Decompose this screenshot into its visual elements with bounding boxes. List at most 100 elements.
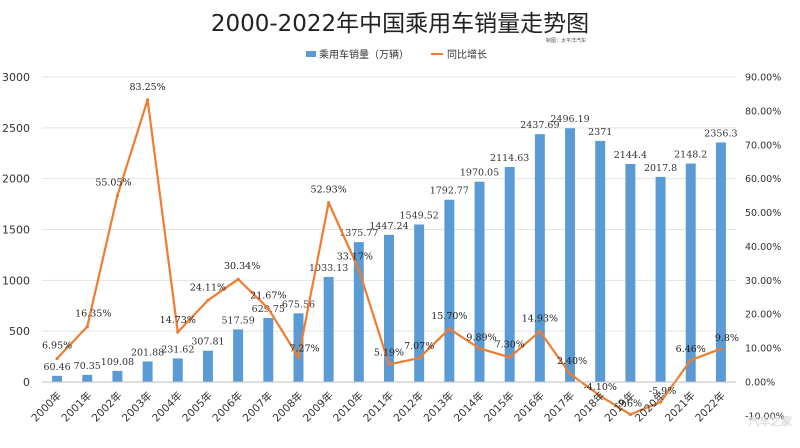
growth-value-label: 30.34% (224, 261, 260, 272)
bar (715, 142, 726, 382)
growth-value-label: 83.25% (129, 82, 165, 93)
x-tick-label: 2004年 (149, 389, 185, 425)
bar (52, 375, 63, 382)
y2-tick-label: 30.00% (745, 276, 781, 287)
growth-value-label: 6.46% (676, 344, 706, 355)
chart-credit: 制图：太平洋汽车 (546, 37, 586, 44)
growth-value-labels: 6.95% 16.35% 55.05% 83.25% 14.73% 24.11% 30.34… (42, 82, 739, 410)
x-tick-label: 2010年 (330, 389, 366, 425)
bar-value-label: 307.81 (191, 337, 224, 348)
growth-point (357, 267, 361, 272)
growth-point (115, 193, 120, 198)
bar (414, 224, 425, 382)
bar (534, 134, 545, 382)
bar-value-label: 675.56 (282, 299, 315, 310)
y2-tick-label: 70.00% (745, 140, 781, 151)
growth-point (628, 412, 632, 417)
growth-value-label: 9.8% (715, 333, 739, 344)
growth-value-label: 15.70% (431, 311, 467, 322)
growth-point (508, 355, 512, 359)
legend-label-sales: 乘用车销量（万辆） (319, 48, 409, 61)
growth-point (296, 355, 301, 359)
y-tick-label: 1500 (2, 224, 30, 237)
growth-point (417, 356, 421, 360)
bar-value-label: 517.59 (222, 315, 255, 326)
bar-value-label: 1792.77 (430, 186, 469, 197)
bar-value-label: 2114.63 (490, 153, 529, 164)
x-tick-label: 2009年 (300, 389, 336, 425)
bar (263, 317, 274, 382)
y-tick-label: 2000 (2, 173, 30, 186)
bar-value-label: 2356.3 (704, 128, 737, 139)
bar (444, 199, 455, 382)
growth-point (176, 330, 180, 334)
left-axis: 0 500 1000 1500 2000 2500 3000 (2, 71, 30, 389)
growth-value-label: -9.6% (615, 399, 642, 410)
x-tick-label: 2006年 (210, 389, 246, 425)
growth-point (55, 356, 59, 361)
legend: 乘用车销量（万辆） 同比增长 (306, 48, 487, 61)
x-tick-label: 2001年 (59, 389, 95, 425)
growth-point (236, 277, 240, 281)
bar (172, 358, 183, 382)
growth-point (658, 400, 663, 404)
growth-value-label: 14.93% (522, 313, 558, 324)
growth-value-label: 2.40% (557, 356, 587, 367)
legend-swatch-sales (306, 51, 316, 57)
bar-value-label: 1375.77 (339, 228, 378, 239)
bar-value-label: 1970.05 (460, 168, 499, 179)
bar-value-label: 231.62 (161, 344, 194, 355)
y2-tick-label: 40.00% (745, 242, 781, 253)
bar (112, 370, 123, 382)
x-tick-label: 2000年 (29, 389, 65, 425)
growth-value-label: 24.11% (190, 282, 226, 293)
bar (595, 140, 606, 382)
growth-value-label: 7.30% (495, 339, 525, 350)
y2-tick-label: 80.00% (745, 106, 781, 117)
legend-label-growth: 同比增长 (447, 48, 487, 61)
bar (384, 234, 394, 382)
bar (202, 350, 213, 382)
growth-point (85, 324, 89, 329)
x-tick-label: 2015年 (481, 389, 517, 425)
growth-value-label: 7.27% (289, 343, 319, 354)
growth-value-label: 33.17% (337, 252, 373, 263)
watermark: 汽车之家 (748, 414, 793, 428)
growth-point (477, 346, 482, 351)
y2-tick-label: 0.00% (745, 378, 775, 389)
bar (353, 242, 364, 382)
x-tick-label: 2022年 (693, 389, 729, 425)
x-axis: 2000年2001年2002年2003年2004年2005年2006年2007年… (29, 381, 736, 425)
bar (625, 163, 636, 382)
x-tick-label: 2014年 (451, 389, 487, 425)
bar-value-label: 109.08 (101, 357, 134, 368)
bar-value-label: 1447.24 (369, 221, 408, 232)
growth-value-label: 6.95% (42, 340, 72, 351)
x-tick-label: 2018年 (572, 389, 608, 425)
bar (685, 163, 696, 382)
y2-tick-label: 20.00% (745, 310, 781, 321)
bar-value-label: 1033.13 (309, 263, 348, 274)
growth-point (447, 327, 451, 331)
y-tick-label: 500 (9, 325, 30, 338)
growth-point (146, 98, 150, 102)
y2-tick-label: 10.00% (745, 344, 781, 355)
growth-value-label: 16.35% (75, 309, 111, 320)
growth-value-label: 21.67% (250, 291, 286, 302)
bar-series (52, 128, 726, 382)
x-tick-label: 2017年 (542, 389, 578, 425)
bar (293, 313, 304, 382)
growth-point (266, 306, 270, 311)
bar-value-label: 2017.8 (644, 163, 677, 174)
right-axis: -10.00% 0.00% 10.00% 20.00% 30.00% 40.00% 50.0… (745, 73, 785, 423)
bar (142, 361, 153, 382)
y-tick-label: 3000 (2, 71, 30, 84)
x-tick-label: 2013年 (421, 389, 457, 425)
bar (323, 276, 334, 382)
bar (565, 128, 576, 382)
y2-tick-label: 50.00% (745, 208, 781, 219)
growth-point (327, 201, 331, 205)
x-tick-label: 2005年 (180, 389, 216, 425)
growth-value-label: -4.10% (584, 382, 617, 393)
